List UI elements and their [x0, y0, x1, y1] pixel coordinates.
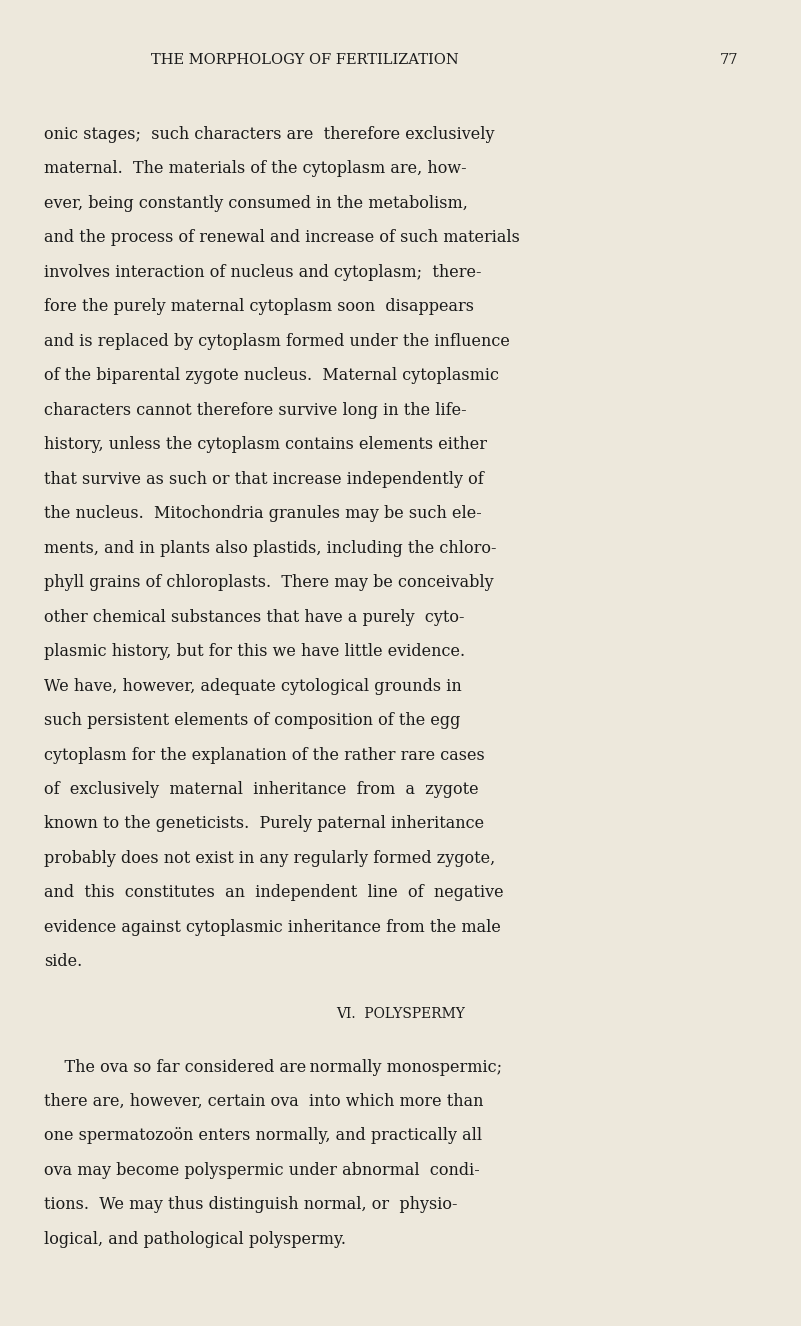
Text: evidence against cytoplasmic inheritance from the male: evidence against cytoplasmic inheritance… [44, 919, 501, 936]
Text: involves interaction of nucleus and cytoplasm;  there-: involves interaction of nucleus and cyto… [44, 264, 481, 281]
Text: known to the geneticists.  Purely paternal inheritance: known to the geneticists. Purely paterna… [44, 815, 484, 833]
Text: characters cannot therefore survive long in the life-: characters cannot therefore survive long… [44, 402, 467, 419]
Text: THE MORPHOLOGY OF FERTILIZATION: THE MORPHOLOGY OF FERTILIZATION [151, 53, 458, 66]
Text: side.: side. [44, 953, 83, 971]
Text: ments, and in plants also plastids, including the chloro-: ments, and in plants also plastids, incl… [44, 540, 497, 557]
Text: and the process of renewal and increase of such materials: and the process of renewal and increase … [44, 229, 520, 247]
Text: cytoplasm for the explanation of the rather rare cases: cytoplasm for the explanation of the rat… [44, 747, 485, 764]
Text: such persistent elements of composition of the egg: such persistent elements of composition … [44, 712, 461, 729]
Text: probably does not exist in any regularly formed zygote,: probably does not exist in any regularly… [44, 850, 495, 867]
Text: that survive as such or that increase independently of: that survive as such or that increase in… [44, 471, 484, 488]
Text: the nucleus.  Mitochondria granules may be such ele-: the nucleus. Mitochondria granules may b… [44, 505, 482, 522]
Text: other chemical substances that have a purely  cyto-: other chemical substances that have a pu… [44, 609, 465, 626]
Text: tions.  We may thus distinguish normal, or  physio-: tions. We may thus distinguish normal, o… [44, 1196, 457, 1213]
Text: fore the purely maternal cytoplasm soon  disappears: fore the purely maternal cytoplasm soon … [44, 298, 474, 316]
Text: of the biparental zygote nucleus.  Maternal cytoplasmic: of the biparental zygote nucleus. Matern… [44, 367, 499, 385]
Text: VI.  POLYSPERMY: VI. POLYSPERMY [336, 1006, 465, 1021]
Text: 77: 77 [719, 53, 739, 66]
Text: of  exclusively  maternal  inheritance  from  a  zygote: of exclusively maternal inheritance from… [44, 781, 479, 798]
Text: and  this  constitutes  an  independent  line  of  negative: and this constitutes an independent line… [44, 884, 504, 902]
Text: maternal.  The materials of the cytoplasm are, how-: maternal. The materials of the cytoplasm… [44, 160, 467, 178]
Text: ova may become polyspermic under abnormal  condi-: ova may become polyspermic under abnorma… [44, 1162, 480, 1179]
Text: The ova so far considered are normally monospermic;: The ova so far considered are normally m… [44, 1058, 502, 1075]
Text: and is replaced by cytoplasm formed under the influence: and is replaced by cytoplasm formed unde… [44, 333, 510, 350]
Text: one spermatozoön enters normally, and practically all: one spermatozoön enters normally, and pr… [44, 1127, 482, 1144]
Text: there are, however, certain ova  into which more than: there are, however, certain ova into whi… [44, 1093, 484, 1110]
Text: logical, and pathological polyspermy.: logical, and pathological polyspermy. [44, 1231, 346, 1248]
Text: plasmic history, but for this we have little evidence.: plasmic history, but for this we have li… [44, 643, 465, 660]
Text: ever, being constantly consumed in the metabolism,: ever, being constantly consumed in the m… [44, 195, 468, 212]
Text: phyll grains of chloroplasts.  There may be conceivably: phyll grains of chloroplasts. There may … [44, 574, 493, 591]
Text: onic stages;  such characters are  therefore exclusively: onic stages; such characters are therefo… [44, 126, 494, 143]
Text: history, unless the cytoplasm contains elements either: history, unless the cytoplasm contains e… [44, 436, 487, 453]
Text: We have, however, adequate cytological grounds in: We have, however, adequate cytological g… [44, 678, 462, 695]
